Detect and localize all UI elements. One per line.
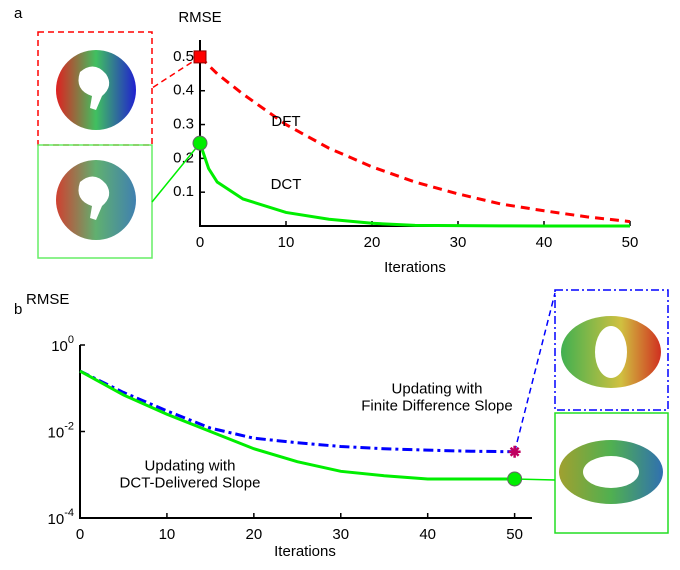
x-tick-label: 20 [364,234,381,251]
x-tick-label: 50 [506,526,523,543]
x-tick-label: 10 [159,526,176,543]
axes [200,40,630,226]
x-tick-label: 30 [450,234,467,251]
x-tick-label: 0 [76,526,84,543]
insets [38,32,668,533]
y-tick-label: 0.1 [173,183,194,200]
panel-label: b [14,301,22,318]
x-tick-label: 10 [278,234,295,251]
inset-hole [583,456,639,488]
inset-connector [515,293,555,452]
y-axis-label: RMSE [178,9,221,26]
x-tick-label: 20 [246,526,263,543]
axes [80,345,532,518]
series-label: DCT [271,176,302,193]
y-tick-label: 0.3 [173,116,194,133]
y-axis-label: RMSE [26,291,69,308]
inset-hole [595,326,627,378]
marker [509,446,521,458]
marker [194,51,206,63]
y-tick-label: 10-2 [48,420,74,441]
panel-label: a [14,5,23,22]
x-axis-label: Iterations [384,259,446,276]
x-tick-label: 50 [622,234,639,251]
x-tick-label: 40 [536,234,553,251]
figure: aRMSEIterations010203040500.10.20.30.40.… [0,0,680,570]
y-tick-label: 10-4 [48,507,74,528]
series-line [200,57,630,222]
x-tick-label: 0 [196,234,204,251]
y-tick-label: 0.4 [173,82,194,99]
x-axis-label: Iterations [274,543,336,560]
x-tick-label: 40 [419,526,436,543]
marker [193,136,207,150]
series-label: DFT [271,113,300,130]
marker [508,472,522,486]
x-tick-label: 30 [332,526,349,543]
y-tick-label: 100 [51,334,74,355]
